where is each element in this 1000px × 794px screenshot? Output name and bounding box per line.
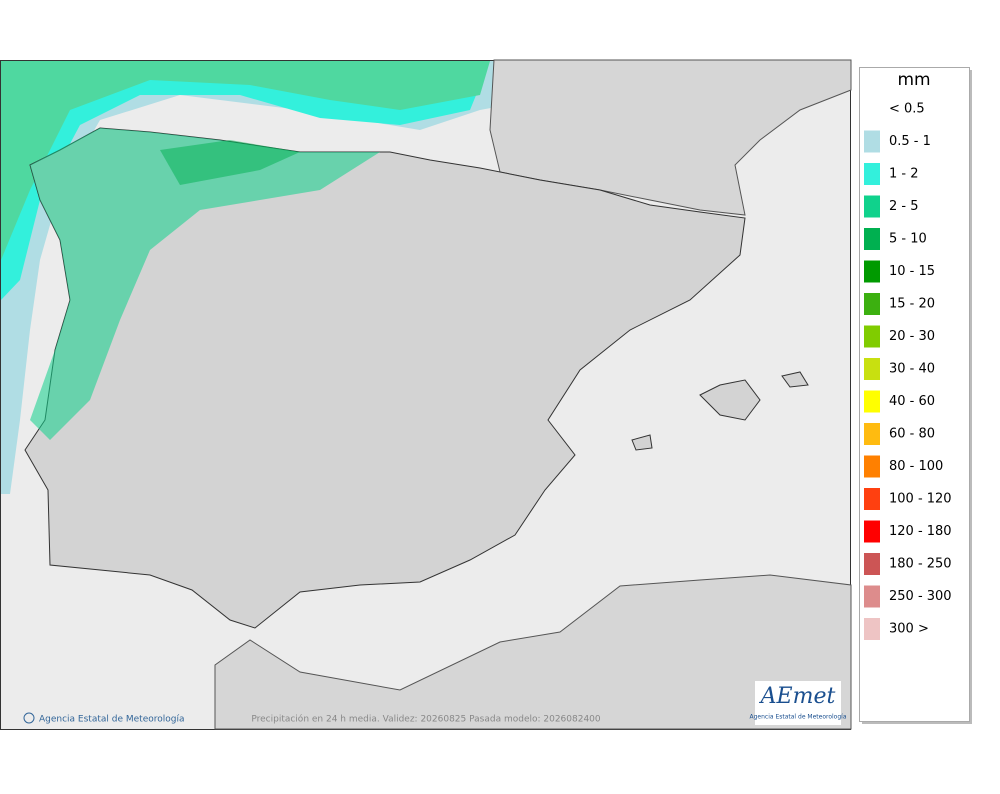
legend-swatch [864,618,880,640]
land [631,434,653,451]
legend-swatch [864,130,880,153]
legend-swatch [864,98,880,120]
legend-swatch [864,293,880,315]
legend-items: < 0.5 0.5 - 1 1 - 2 2 - 5 5 - 10 10 - 15 15 - … [864,98,952,640]
legend-label: 100 - 120 [889,492,952,507]
legend-label: 2 - 5 [889,199,919,214]
legend-swatch [864,358,880,380]
legend-swatch [864,520,880,543]
legend-label: 40 - 60 [889,394,935,409]
legend-swatch [864,195,880,218]
logo-name: AEmet [759,684,836,709]
land [214,574,852,730]
precip-area [160,140,300,185]
legend-label: 0.5 - 1 [889,134,931,149]
legend-label: 300 > [889,622,929,637]
land [24,127,746,629]
legend-swatch [864,260,880,283]
logo-box [755,681,841,725]
legend-label: 250 - 300 [889,589,952,604]
legend-label: 10 - 15 [889,264,935,279]
legend-label: 180 - 250 [889,557,952,572]
legend-label: 5 - 10 [889,232,927,247]
legend-label: 60 - 80 [889,427,935,442]
precip-area [30,128,380,440]
legend-label: < 0.5 [889,102,925,117]
legend-swatch [864,390,880,413]
legend-swatch [864,163,880,185]
legend-label: 120 - 180 [889,524,952,539]
credit: Agencia Estatal de Meteorología [39,715,185,725]
precip-area [1,61,490,300]
legend-swatch [864,325,880,348]
precip-area [1,61,490,260]
legend-label: 15 - 20 [889,297,935,312]
legend-swatch [864,585,880,608]
legend-label: 1 - 2 [889,167,919,182]
legend-label: 80 - 100 [889,459,943,474]
land [699,379,761,421]
legend-swatch [864,423,880,445]
caption: Precipitación en 24 h media. Validez: 20… [251,714,601,725]
legend-swatch [864,488,880,510]
land [781,371,809,388]
legend-title: mm [897,70,930,90]
logo-subtitle: Agencia Estatal de Meteorología [750,714,847,721]
legend-label: 30 - 40 [889,362,935,377]
legend-label: 20 - 30 [889,329,935,344]
legend-swatch [864,228,880,250]
legend-swatch [864,455,880,478]
copyright-icon [23,712,35,724]
legend-swatch [864,553,880,575]
